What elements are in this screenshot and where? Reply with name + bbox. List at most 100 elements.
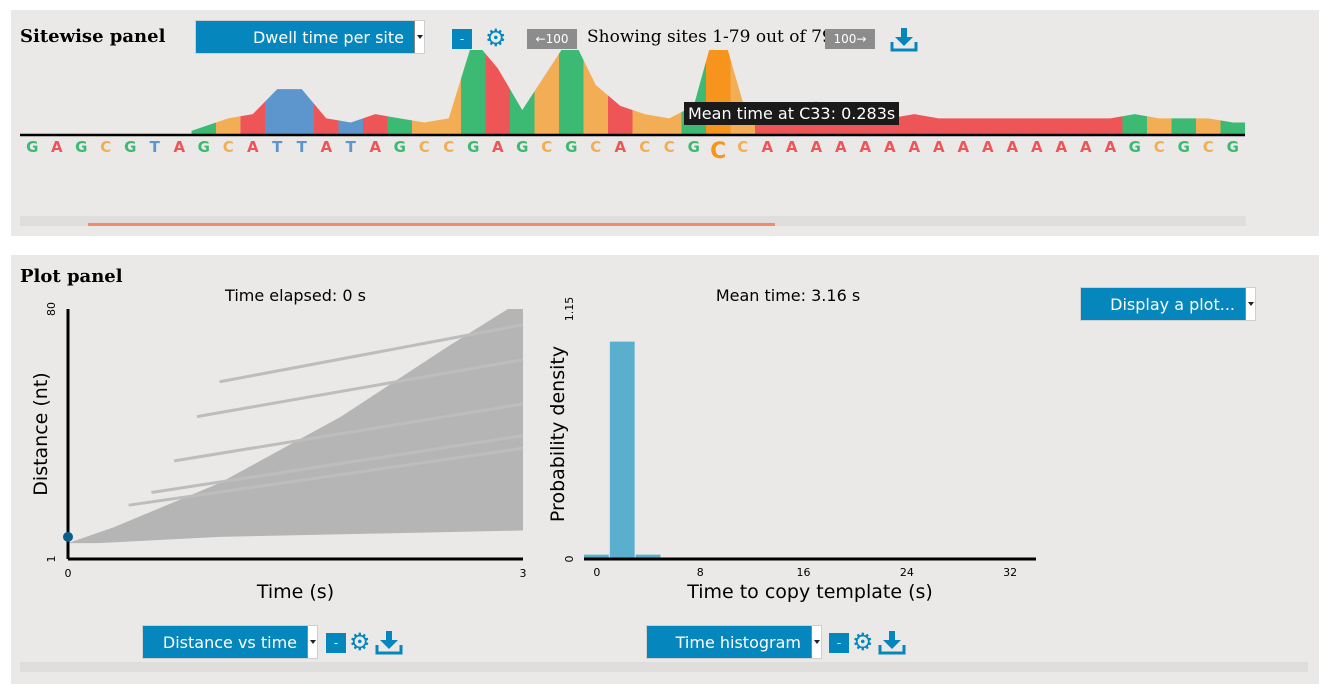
dwell-area <box>216 116 241 135</box>
right-plot-select[interactable]: Time histogram <box>646 625 822 659</box>
nucleotide-label: A <box>247 138 259 156</box>
dwell-area <box>632 109 657 135</box>
nucleotide-label: G <box>467 138 479 156</box>
x-tick-label: 0 <box>593 566 600 579</box>
plot-panel: Plot panel Display a plot... Time elapse… <box>11 255 1319 684</box>
nucleotide-label: C <box>664 138 675 156</box>
x-axis-label: Time (s) <box>256 581 334 603</box>
download-icon[interactable] <box>374 630 404 656</box>
dwell-area <box>289 89 314 135</box>
dwell-area <box>926 116 951 135</box>
dwell-area <box>240 101 265 135</box>
next-100-button[interactable]: 100→ <box>825 29 875 49</box>
site-tooltip: Mean time at C33: 0.283s <box>684 102 900 125</box>
trace-line <box>128 446 524 507</box>
nucleotide-label: A <box>908 138 920 156</box>
dwell-area <box>1147 116 1172 135</box>
nucleotide-label: C <box>419 138 430 156</box>
dwell-area <box>387 116 412 135</box>
nucleotide-label: T <box>272 138 283 156</box>
nucleotide-label: A <box>957 138 969 156</box>
nucleotide-label: A <box>51 138 63 156</box>
gear-icon[interactable]: ⚙ <box>852 628 874 656</box>
nucleotide-label: G <box>394 138 406 156</box>
minimize-left-plot-button[interactable]: - <box>326 633 346 653</box>
dwell-area <box>583 59 608 135</box>
dwell-area <box>559 50 584 135</box>
sitewise-progress-bar <box>88 223 775 226</box>
nucleotide-label: C <box>639 138 650 156</box>
dwell-area <box>1098 116 1123 135</box>
x-axis-label: Time to copy template (s) <box>686 581 933 603</box>
nucleotide-label: G <box>124 138 136 156</box>
dwell-area <box>265 89 290 135</box>
nucleotide-label: T <box>297 138 308 156</box>
display-plot-select[interactable]: Display a plot... <box>1080 287 1256 321</box>
nucleotide-label: G <box>75 138 87 156</box>
minimize-right-plot-button[interactable]: - <box>829 633 849 653</box>
dwell-area <box>485 53 510 135</box>
chevron-down-icon <box>1245 288 1255 320</box>
prev-100-button[interactable]: ←100 <box>527 29 577 49</box>
metric-select[interactable]: Dwell time per site <box>195 20 425 54</box>
nucleotide-label: G <box>1227 138 1239 156</box>
dwell-area <box>1122 114 1147 135</box>
trace-envelope <box>68 309 523 544</box>
trace-line <box>151 434 524 495</box>
dwell-area <box>461 50 486 135</box>
nucleotide-label: C <box>1154 138 1165 156</box>
distance-vs-time-chart: Time elapsed: 0 s 0 3 1 80 Time (s) Distance (… <box>30 286 527 603</box>
sitewise-scroll-track[interactable] <box>20 216 1246 226</box>
gear-icon[interactable]: ⚙ <box>485 24 507 52</box>
trace-line <box>173 402 524 463</box>
nucleotide-label: A <box>614 138 626 156</box>
nucleotide-label: A <box>835 138 847 156</box>
sitewise-panel-title: Sitewise panel <box>20 26 166 47</box>
download-icon[interactable] <box>889 27 919 53</box>
showing-sites-text: Showing sites 1-79 out of 79 <box>587 27 833 47</box>
time-histogram-chart: Mean time: 3.16 s 0 8 16 24 32 0 1.15 Time to co… <box>547 286 1036 603</box>
dwell-area <box>608 95 633 135</box>
plot-scroll-track[interactable] <box>20 662 1308 672</box>
dwell-area <box>338 118 363 135</box>
nucleotide-label: A <box>492 138 504 156</box>
dwell-area <box>975 118 1000 135</box>
sitewise-panel: Sitewise panel Dwell time per site - ⚙ ←… <box>11 10 1319 236</box>
nucleotide-label: T <box>346 138 357 156</box>
y-tick-label: 80 <box>45 302 58 316</box>
dwell-area <box>1049 118 1074 135</box>
download-icon[interactable] <box>877 630 907 656</box>
dwell-area <box>363 114 388 135</box>
dwell-area <box>510 89 535 135</box>
nucleotide-label: G <box>1178 138 1190 156</box>
dwell-area <box>1171 118 1196 135</box>
dwell-area <box>1000 118 1025 135</box>
chevron-down-icon <box>307 626 317 658</box>
dwell-area <box>1196 118 1221 135</box>
nucleotide-label: A <box>173 138 185 156</box>
y-tick-label: 1 <box>45 556 58 563</box>
trace-line <box>196 358 524 419</box>
nucleotide-label: A <box>859 138 871 156</box>
nucleotide-label: A <box>810 138 822 156</box>
nucleotide-label: A <box>786 138 798 156</box>
nucleotide-label: C <box>737 138 748 156</box>
gear-icon[interactable]: ⚙ <box>349 628 371 656</box>
histogram-title: Mean time: 3.16 s <box>716 286 860 305</box>
left-plot-select[interactable]: Distance vs time <box>142 625 318 659</box>
nucleotide-label: G <box>198 138 210 156</box>
trace-line <box>219 323 524 384</box>
x-tick-label: 0 <box>65 567 72 580</box>
nucleotide-label: G <box>26 138 38 156</box>
display-plot-select-label: Display a plot... <box>1110 294 1235 314</box>
dwell-area <box>1220 120 1245 135</box>
minimize-sitewise-button[interactable]: - <box>452 29 472 49</box>
nucleotide-label: T <box>150 138 161 156</box>
nucleotide-label: G <box>688 138 700 156</box>
plot-panel-title: Plot panel <box>20 266 123 287</box>
dwell-area <box>1073 118 1098 135</box>
distance-chart-title: Time elapsed: 0 s <box>224 286 366 305</box>
nucleotide-label: G <box>565 138 577 156</box>
dwell-area <box>534 53 559 135</box>
